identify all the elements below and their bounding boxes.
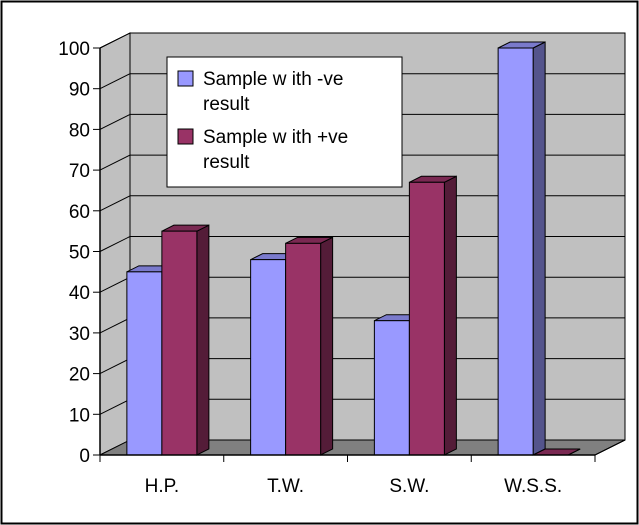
x-category-label: H.P. xyxy=(145,476,180,497)
bar-side xyxy=(443,175,457,456)
y-tick-label: 70 xyxy=(69,161,90,182)
x-category-label: S.W. xyxy=(389,476,429,497)
bar xyxy=(497,41,546,456)
legend-entry: Sample w ith +ve result xyxy=(203,127,348,173)
y-tick-label: 50 xyxy=(69,243,90,264)
y-tick-label: 20 xyxy=(69,365,90,386)
bar-front xyxy=(408,181,445,456)
bar xyxy=(408,175,457,456)
y-tick-label: 40 xyxy=(69,283,90,304)
x-category-label: T.W. xyxy=(267,476,304,497)
legend-swatch xyxy=(177,70,194,87)
y-tick-label: 0 xyxy=(79,446,90,467)
x-axis-depth xyxy=(594,439,626,456)
y-tick-label: 30 xyxy=(69,324,90,345)
legend-box xyxy=(166,56,403,188)
bar-front xyxy=(126,271,163,456)
bar-front xyxy=(497,47,534,456)
y-tick-label: 80 xyxy=(69,120,90,141)
bar-front xyxy=(161,230,198,456)
gridline-side xyxy=(99,195,131,212)
bar-side xyxy=(532,41,546,456)
gridline-side xyxy=(99,113,131,130)
y-tick-label: 100 xyxy=(58,39,90,60)
bar-front xyxy=(373,320,410,456)
gridline-side xyxy=(99,154,131,171)
gridline-side xyxy=(99,398,131,415)
bar-side xyxy=(196,224,210,456)
bar xyxy=(161,224,210,456)
gridline-side xyxy=(99,276,131,293)
legend-swatch xyxy=(177,128,194,145)
bar-front xyxy=(285,242,322,456)
gridline-side xyxy=(99,32,131,49)
bar xyxy=(285,236,334,456)
gridline-side xyxy=(99,236,131,252)
legend-entry: Sample w ith -ve result xyxy=(203,69,343,115)
bar-side xyxy=(320,236,334,456)
gridline-side xyxy=(99,317,131,334)
gridline-side xyxy=(99,358,131,375)
y-tick-label: 10 xyxy=(69,405,90,426)
y-tick-label: 90 xyxy=(69,80,90,101)
x-category-label: W.S.S. xyxy=(504,476,562,497)
bar-front xyxy=(250,259,287,456)
gridline-side xyxy=(99,73,131,90)
y-tick-label: 60 xyxy=(69,202,90,223)
bar xyxy=(532,448,581,456)
